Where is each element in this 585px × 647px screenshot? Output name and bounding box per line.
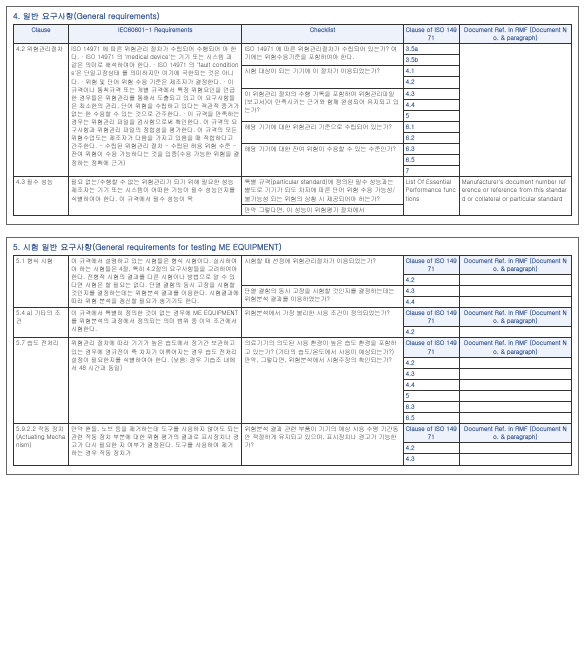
check-cell: ISO 14971 에 따른 위험관리절차가 수립되어 있는가? 여기에는 위험… (242, 44, 403, 66)
iso-clause-cell: 4.4 (403, 99, 459, 110)
docref-cell: Manufacturer's document number reference… (459, 177, 571, 215)
iso-clause-cell: 4.1 (403, 66, 459, 77)
iso-clause-cell: 4.2 (403, 327, 459, 338)
docref-cell (459, 413, 571, 424)
iso-clause-cell: 4.3 (403, 368, 459, 379)
docref-cell (459, 285, 571, 296)
iso-clause-cell: 4.4 (403, 379, 459, 390)
table-row: 5.4 a) 기타의 조건 이 규격에서 특별히 정의한 것이 없는 경우에 M… (14, 308, 572, 327)
check-cell: 의료기기의 의도된 사용 환경이 높은 습도 환경을 포함하고 있는가? (기타… (242, 338, 403, 424)
check-cell: 특별 규격(particular standard)에 정의된 필수 성능과는 … (242, 177, 403, 204)
section5-main-table: 5.1 형식 시험 이 규격에서 설명하고 있는 시험들은 형식 시험이다. 실… (13, 255, 572, 466)
req-cell: ISO 14971 에 따른 위험관리 절차가 수립되어 수행되어 야 한다. … (69, 44, 242, 177)
iso-clause-cell: 4.3 (403, 88, 459, 99)
page-section-4: 4. 일반 요구사항(General requirements) Clause … (6, 6, 579, 225)
iso-clause-cell: 5 (403, 110, 459, 121)
table-row: 4.2 위험관리절차 ISO 14971 에 따른 위험관리 절차가 수립되어 … (14, 44, 572, 55)
docref-cell (459, 327, 571, 338)
iso-clause-header: Clause of ISO 14971 (403, 338, 459, 357)
docref-cell (459, 297, 571, 308)
iso-clause-cell: 4.2 (403, 274, 459, 285)
check-cell: 만약 그렇다면, 이 성능이 위험평가 절차에서 (242, 204, 403, 215)
iso-clause-header: Clause of ISO 14971 (403, 424, 459, 443)
check-cell: 시험 대상이 되는 기기에 이 절차가 이용되었는가? (242, 66, 403, 88)
check-cell: 단열 결함의 동시 고장을 시험할 것인지를 결정하는데는 위험분석 결과를 이… (242, 285, 403, 307)
iso-clause-cell: 6.1 (403, 121, 459, 132)
col-iso-clause: Clause of ISO 14971 (403, 25, 459, 44)
check-cell: 해당 기기에 대한 위험관리 기준으로 수립되어 있는가? (242, 121, 403, 143)
clause-cell: 5.1 형식 시험 (14, 255, 69, 307)
docref-header: Document Ref. in RMF (Document No. & par… (459, 308, 571, 327)
docref-header: Document Ref. in RMF (Document No. & par… (459, 424, 571, 443)
clause-cell: 5.7 습도 전처리 (14, 338, 69, 424)
docref-cell (459, 454, 571, 465)
docref-cell (459, 379, 571, 390)
iso-clause-cell: 7 (403, 166, 459, 177)
docref-cell (459, 368, 571, 379)
req-cell: 필요 없는/수행할 수 없는 위험관리가 되기 위해 필요한 성능 제조자는 기… (69, 177, 242, 215)
section4-title: 4. 일반 요구사항(General requirements) (13, 11, 572, 22)
iso-clause-cell: 6.3 (403, 402, 459, 413)
clause-cell: 4.2 위험관리절차 (14, 44, 69, 177)
docref-cell (459, 357, 571, 368)
col-clause: Clause (14, 25, 69, 44)
iso-clause-cell: 6.5 (403, 155, 459, 166)
page-section-5: 5. 시험 일반 요구사항(General requirements for t… (6, 237, 579, 475)
req-cell: 이 규격에서 특별히 정의한 것이 없는 경우에 ME EQUIPMENT 를 … (69, 308, 242, 338)
iso-clause-header: Clause of ISO 14971 (403, 255, 459, 274)
iso-clause-cell: 4.2 (403, 77, 459, 88)
section4-main-table: Clause IEC60601-1 Requirements Checklist… (13, 24, 572, 216)
col-docref: Document Ref. in RMF (Document No. & par… (459, 25, 571, 44)
col-iec-req: IEC60601-1 Requirements (69, 25, 242, 44)
docref-cell (459, 44, 571, 177)
section5-title: 5. 시험 일반 요구사항(General requirements for t… (13, 242, 572, 253)
clause-cell: 4.3 필수 성능 (14, 177, 69, 215)
req-cell: 만약 핸들, 노브 등을 제거하는데 도구를 사용하지 않아도 되는 관련 작동… (69, 424, 242, 465)
col-checklist: Checklist (242, 25, 403, 44)
table-row: 5.9.2.2 작동 장치(Actuating Mechanism) 만약 핸들… (14, 424, 572, 443)
iso-clause-cell: 3.5a (403, 44, 459, 55)
docref-cell (459, 443, 571, 454)
clause-cell: 5.4 a) 기타의 조건 (14, 308, 69, 338)
iso-clause-cell: List Of Essential Performance functions (403, 177, 459, 215)
table-row: 5.1 형식 시험 이 규격에서 설명하고 있는 시험들은 형식 시험이다. 실… (14, 255, 572, 274)
docref-cell (459, 390, 571, 401)
req-cell: 이 규격에서 설명하고 있는 시험들은 형식 시험이다. 실시하여야 하는 시험… (69, 255, 242, 307)
iso-clause-cell: 6.5 (403, 413, 459, 424)
iso-clause-cell: 4.3 (403, 454, 459, 465)
clause-cell: 5.9.2.2 작동 장치(Actuating Mechanism) (14, 424, 69, 465)
check-cell: 해당 기기에 대한 잔여 위험이 수용할 수 있는 수준인가? (242, 144, 403, 177)
iso-clause-header: Clause of ISO 14971 (403, 308, 459, 327)
table-header-row: Clause IEC60601-1 Requirements Checklist… (14, 25, 572, 44)
docref-header: Document Ref. in RMF (Document No. & par… (459, 338, 571, 357)
docref-header: Document Ref. in RMF (Document No. & par… (459, 255, 571, 274)
iso-clause-cell: 4.3 (403, 285, 459, 296)
iso-clause-cell: 3.5b (403, 55, 459, 66)
docref-cell (459, 402, 571, 413)
check-cell: 이 위험관리 절차의 수행 기록을 포함하여 위험관리파일(보고서)이 만족시키… (242, 88, 403, 121)
check-cell: 위험분석 결과 관련 부품이 기기의 예상 사용 수명 기간동안 적절하게 유지… (242, 424, 403, 465)
iso-clause-cell: 6.3 (403, 144, 459, 155)
iso-clause-cell: 4.4 (403, 297, 459, 308)
iso-clause-cell: 6.2 (403, 132, 459, 143)
table-row: 4.3 필수 성능 필요 없는/수행할 수 없는 위험관리가 되기 위해 필요한… (14, 177, 572, 204)
check-cell: 시험할 때 선정에 위험관리절차가 이용되었는가? (242, 255, 403, 285)
docref-cell (459, 274, 571, 285)
iso-clause-cell: 5 (403, 390, 459, 401)
iso-clause-cell: 4.2 (403, 443, 459, 454)
check-cell: 위험분석에서 가장 불리한 사용 조건이 정의되었는가? (242, 308, 403, 338)
iso-clause-cell: 4.2 (403, 357, 459, 368)
table-row: 5.7 습도 전처리 위험관리 절차에 따라 기기가 높은 습도에서 장기간 보… (14, 338, 572, 357)
req-cell: 위험관리 절차에 따라 기기가 높은 습도에서 장기간 보관하고 있는 경우에 … (69, 338, 242, 424)
